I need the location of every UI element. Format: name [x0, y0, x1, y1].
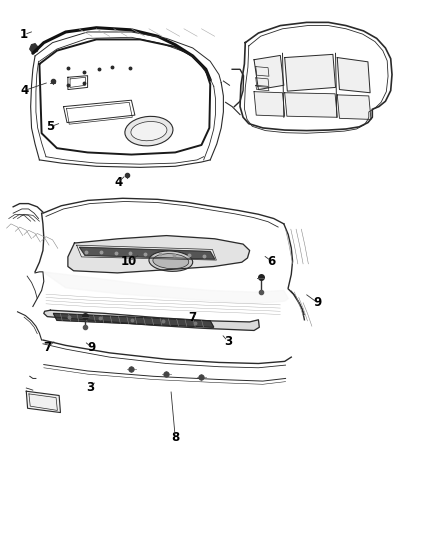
Text: 3: 3	[86, 381, 94, 394]
Ellipse shape	[153, 254, 189, 269]
Text: 6: 6	[268, 255, 276, 268]
Ellipse shape	[149, 251, 193, 271]
Ellipse shape	[125, 116, 173, 146]
Text: 3: 3	[224, 335, 232, 348]
Text: 1: 1	[20, 28, 28, 41]
Polygon shape	[254, 92, 285, 116]
Polygon shape	[44, 310, 259, 330]
Text: 10: 10	[121, 255, 138, 268]
Text: 5: 5	[46, 120, 54, 133]
Text: 7: 7	[43, 341, 51, 354]
Text: 4: 4	[114, 176, 122, 189]
Text: 7: 7	[189, 311, 197, 324]
Polygon shape	[26, 391, 60, 413]
Polygon shape	[53, 313, 214, 327]
Polygon shape	[285, 93, 337, 117]
Text: 9: 9	[314, 296, 321, 309]
Polygon shape	[80, 247, 215, 259]
Polygon shape	[30, 44, 39, 53]
Polygon shape	[337, 95, 371, 119]
Polygon shape	[254, 55, 284, 90]
Polygon shape	[68, 236, 250, 273]
Ellipse shape	[131, 122, 167, 141]
Polygon shape	[43, 272, 288, 304]
Text: 9: 9	[88, 341, 96, 354]
Polygon shape	[337, 58, 370, 93]
Text: 8: 8	[171, 431, 179, 443]
Polygon shape	[285, 54, 336, 91]
Text: 4: 4	[20, 84, 28, 97]
